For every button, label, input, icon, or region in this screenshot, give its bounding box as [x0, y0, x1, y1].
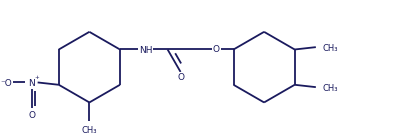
Text: N: N: [29, 79, 35, 88]
Text: O: O: [212, 45, 219, 54]
Text: CH₃: CH₃: [82, 126, 97, 135]
Text: +: +: [35, 75, 40, 80]
Text: CH₃: CH₃: [323, 84, 339, 93]
Text: O: O: [28, 111, 35, 120]
Text: ⁻O: ⁻O: [0, 79, 12, 88]
Text: CH₃: CH₃: [323, 44, 339, 53]
Text: O: O: [178, 73, 185, 82]
Text: NH: NH: [139, 46, 152, 55]
